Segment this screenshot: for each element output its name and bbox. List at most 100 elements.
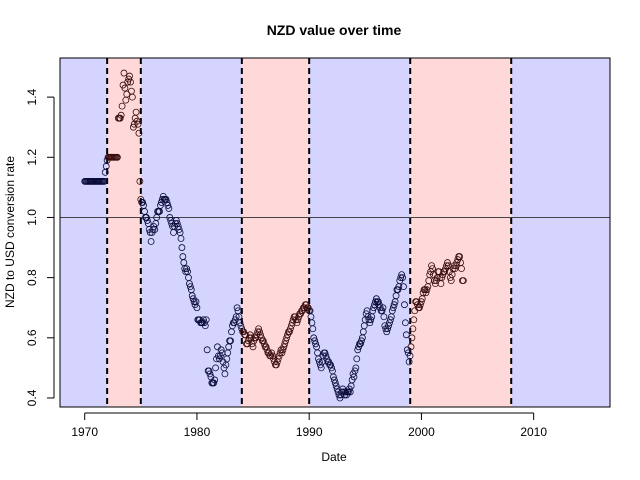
data-point (406, 352, 414, 360)
data-point (332, 382, 340, 390)
data-point (380, 313, 388, 321)
data-point (162, 196, 170, 203)
data-point (383, 328, 391, 336)
data-point (274, 355, 282, 363)
shaded-band (60, 58, 108, 407)
data-point (387, 316, 394, 324)
data-point (410, 316, 418, 324)
data-point (147, 238, 155, 245)
data-point (143, 214, 150, 221)
data-point (143, 217, 151, 224)
data-point (243, 340, 251, 348)
data-point (354, 346, 362, 354)
data-point (118, 102, 126, 110)
data-point (344, 388, 352, 396)
data-point (399, 274, 406, 282)
data-point (212, 364, 219, 372)
data-point (279, 346, 287, 354)
data-point (246, 331, 254, 339)
data-point (357, 340, 364, 348)
data-point (132, 108, 140, 116)
y-axis: 0.4 0.6 0.8 1.0 1.2 1.4 (25, 88, 55, 406)
data-point (309, 325, 317, 333)
data-point (127, 78, 134, 86)
y-tick-label: 0.8 (25, 269, 39, 286)
data-point (426, 271, 434, 279)
data-point (188, 292, 196, 300)
y-tick-label: 1.4 (25, 88, 39, 105)
data-point (452, 262, 460, 269)
x-tick-label: 2000 (408, 425, 435, 439)
data-point (100, 177, 108, 185)
data-point (114, 153, 121, 161)
data-point (211, 376, 219, 384)
data-point (166, 214, 174, 221)
data-point (310, 334, 318, 342)
data-point (172, 217, 180, 224)
data-point (402, 331, 410, 339)
data-point (369, 307, 377, 315)
x-tick-label: 2010 (520, 425, 547, 439)
data-point (416, 304, 423, 312)
data-point (458, 265, 465, 273)
data-point (173, 220, 181, 227)
x-tick-label: 1980 (184, 425, 211, 439)
data-point (256, 328, 263, 336)
y-tick-label: 0.6 (25, 329, 39, 346)
data-point (453, 259, 461, 266)
data-point (358, 337, 365, 345)
data-point (174, 223, 182, 230)
data-point (366, 319, 374, 327)
data-point (408, 334, 416, 342)
data-point (331, 379, 339, 387)
data-point (175, 226, 183, 233)
data-point (120, 69, 128, 77)
data-point (389, 304, 397, 312)
data-point (237, 322, 245, 330)
y-tick-label: 1.0 (25, 209, 39, 226)
data-point (321, 349, 329, 357)
data-point (203, 346, 211, 354)
data-point (158, 196, 166, 203)
data-point (422, 289, 430, 297)
data-point (133, 117, 141, 125)
data-point (293, 319, 301, 327)
data-point (273, 358, 281, 366)
x-tick-label: 1970 (71, 425, 98, 439)
data-point (217, 346, 225, 354)
data-point (205, 367, 213, 375)
data-point (257, 331, 264, 339)
data-point (384, 325, 392, 333)
data-point (386, 319, 393, 327)
data-point (311, 337, 319, 345)
data-point (286, 325, 294, 333)
data-point (328, 364, 335, 372)
data-point (286, 328, 293, 336)
data-point (330, 373, 337, 381)
data-point (255, 325, 263, 333)
data-point (390, 301, 398, 309)
data-point (268, 349, 276, 357)
data-point (123, 90, 131, 98)
data-point (401, 319, 409, 327)
shaded-band (140, 58, 242, 407)
y-axis-label: NZD to USD conversion rate (3, 156, 17, 308)
data-point (206, 370, 214, 378)
data-point (116, 114, 124, 122)
data-point (378, 307, 386, 315)
data-point (459, 277, 467, 285)
data-point (262, 343, 270, 351)
data-point (438, 274, 446, 282)
data-point (451, 265, 459, 273)
data-point (177, 235, 185, 242)
data-point (379, 304, 387, 312)
data-point (428, 262, 435, 269)
data-point (367, 316, 375, 324)
data-point (444, 259, 451, 266)
data-point (139, 199, 147, 206)
data-point (351, 367, 359, 375)
data-point (374, 298, 382, 306)
data-point (443, 262, 450, 269)
data-point (398, 271, 406, 279)
shaded-band (410, 58, 512, 407)
